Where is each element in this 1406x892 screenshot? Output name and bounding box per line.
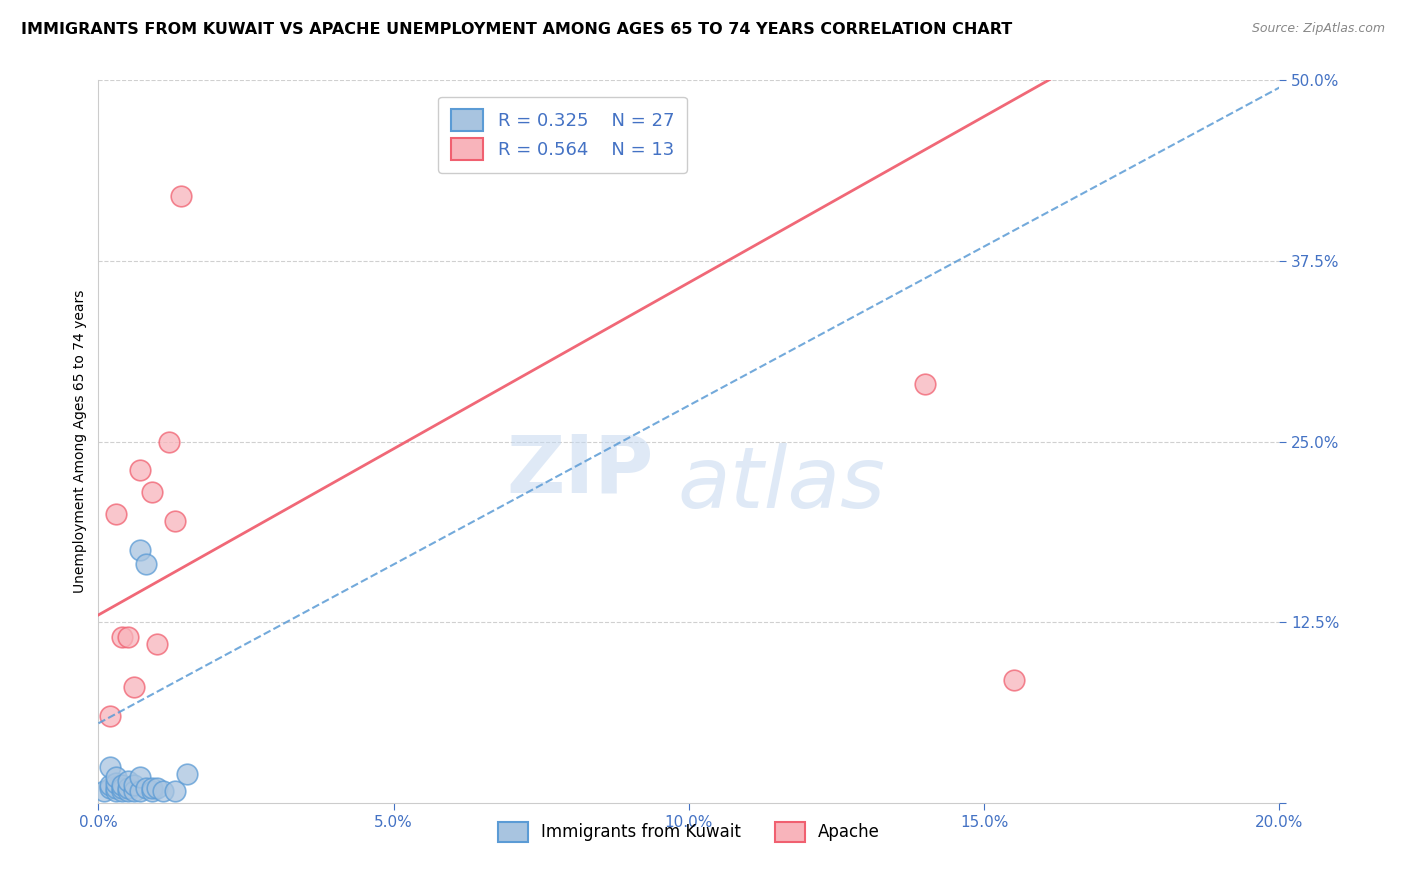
- Point: [98, 781, 121, 796]
- Point: [152, 784, 174, 798]
- Point: [111, 630, 134, 644]
- Text: atlas: atlas: [678, 443, 886, 526]
- Point: [117, 781, 139, 796]
- Text: Source: ZipAtlas.com: Source: ZipAtlas.com: [1251, 22, 1385, 36]
- Point: [146, 781, 169, 796]
- Point: [93, 784, 115, 798]
- Legend: Immigrants from Kuwait, Apache: Immigrants from Kuwait, Apache: [492, 815, 886, 848]
- Point: [105, 775, 128, 789]
- Point: [105, 781, 128, 796]
- Point: [141, 485, 163, 500]
- Point: [914, 376, 936, 391]
- Point: [122, 784, 145, 798]
- Point: [105, 507, 128, 521]
- Point: [98, 760, 121, 774]
- Text: IMMIGRANTS FROM KUWAIT VS APACHE UNEMPLOYMENT AMONG AGES 65 TO 74 YEARS CORRELAT: IMMIGRANTS FROM KUWAIT VS APACHE UNEMPLO…: [21, 22, 1012, 37]
- Point: [141, 784, 163, 798]
- Point: [141, 781, 163, 796]
- Point: [128, 770, 150, 784]
- Y-axis label: Unemployment Among Ages 65 to 74 years: Unemployment Among Ages 65 to 74 years: [73, 290, 87, 593]
- Point: [117, 630, 139, 644]
- Point: [170, 189, 193, 203]
- Point: [176, 767, 198, 781]
- Point: [105, 784, 128, 798]
- Point: [117, 784, 139, 798]
- Point: [122, 779, 145, 793]
- Point: [98, 779, 121, 793]
- Point: [111, 781, 134, 796]
- Point: [105, 770, 128, 784]
- Point: [146, 637, 169, 651]
- Point: [111, 779, 134, 793]
- Point: [157, 434, 180, 449]
- Point: [165, 784, 187, 798]
- Point: [165, 514, 187, 528]
- Point: [128, 463, 150, 477]
- Point: [135, 781, 157, 796]
- Point: [111, 784, 134, 798]
- Point: [117, 774, 139, 789]
- Point: [128, 784, 150, 798]
- Point: [128, 542, 150, 557]
- Point: [98, 709, 121, 723]
- Text: ZIP: ZIP: [506, 432, 654, 509]
- Point: [135, 558, 157, 572]
- Point: [122, 680, 145, 694]
- Point: [1002, 673, 1025, 687]
